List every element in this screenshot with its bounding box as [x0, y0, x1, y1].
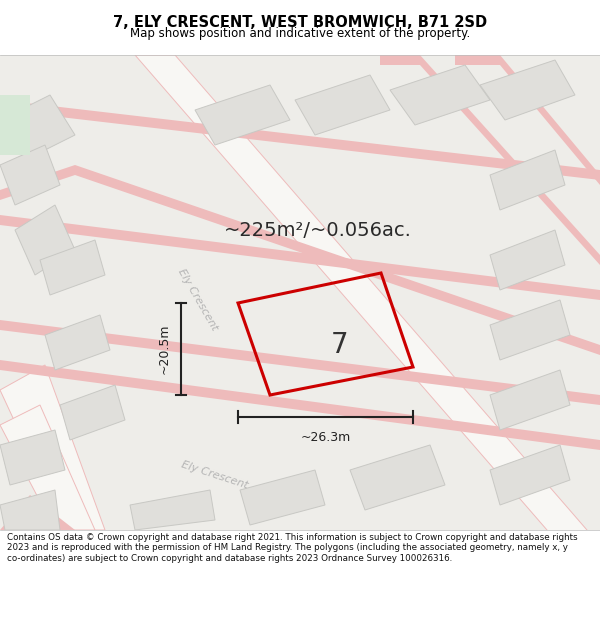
- Polygon shape: [390, 65, 490, 125]
- Polygon shape: [135, 55, 600, 545]
- Polygon shape: [455, 55, 600, 185]
- Polygon shape: [0, 165, 600, 355]
- Polygon shape: [0, 100, 600, 180]
- Polygon shape: [0, 430, 65, 485]
- Polygon shape: [490, 370, 570, 430]
- Polygon shape: [0, 405, 95, 530]
- Text: ~20.5m: ~20.5m: [158, 324, 171, 374]
- Text: Map shows position and indicative extent of the property.: Map shows position and indicative extent…: [130, 27, 470, 39]
- Polygon shape: [380, 55, 600, 265]
- Text: 7: 7: [331, 331, 349, 359]
- Polygon shape: [490, 150, 565, 210]
- Polygon shape: [15, 205, 75, 275]
- Text: Ely Crescent: Ely Crescent: [176, 268, 220, 332]
- Polygon shape: [0, 145, 60, 205]
- Polygon shape: [0, 365, 105, 530]
- Polygon shape: [295, 75, 390, 135]
- Polygon shape: [195, 85, 290, 145]
- Polygon shape: [480, 60, 575, 120]
- Polygon shape: [45, 315, 110, 370]
- Polygon shape: [40, 240, 105, 295]
- Polygon shape: [490, 300, 570, 360]
- Polygon shape: [490, 230, 565, 290]
- Text: ~225m²/~0.056ac.: ~225m²/~0.056ac.: [224, 221, 412, 239]
- Text: Contains OS data © Crown copyright and database right 2021. This information is : Contains OS data © Crown copyright and d…: [7, 533, 578, 562]
- Polygon shape: [490, 445, 570, 505]
- Polygon shape: [0, 95, 75, 160]
- Polygon shape: [350, 445, 445, 510]
- Text: ~26.3m: ~26.3m: [301, 431, 350, 444]
- Polygon shape: [130, 490, 215, 530]
- Bar: [0, 95, 30, 155]
- Polygon shape: [60, 385, 125, 440]
- Text: 7, ELY CRESCENT, WEST BROMWICH, B71 2SD: 7, ELY CRESCENT, WEST BROMWICH, B71 2SD: [113, 16, 487, 31]
- Polygon shape: [240, 470, 325, 525]
- Text: Ely Crescent: Ely Crescent: [181, 459, 250, 491]
- Polygon shape: [0, 215, 600, 300]
- Polygon shape: [0, 495, 75, 530]
- Polygon shape: [0, 360, 600, 450]
- Polygon shape: [0, 320, 600, 405]
- Polygon shape: [0, 490, 60, 530]
